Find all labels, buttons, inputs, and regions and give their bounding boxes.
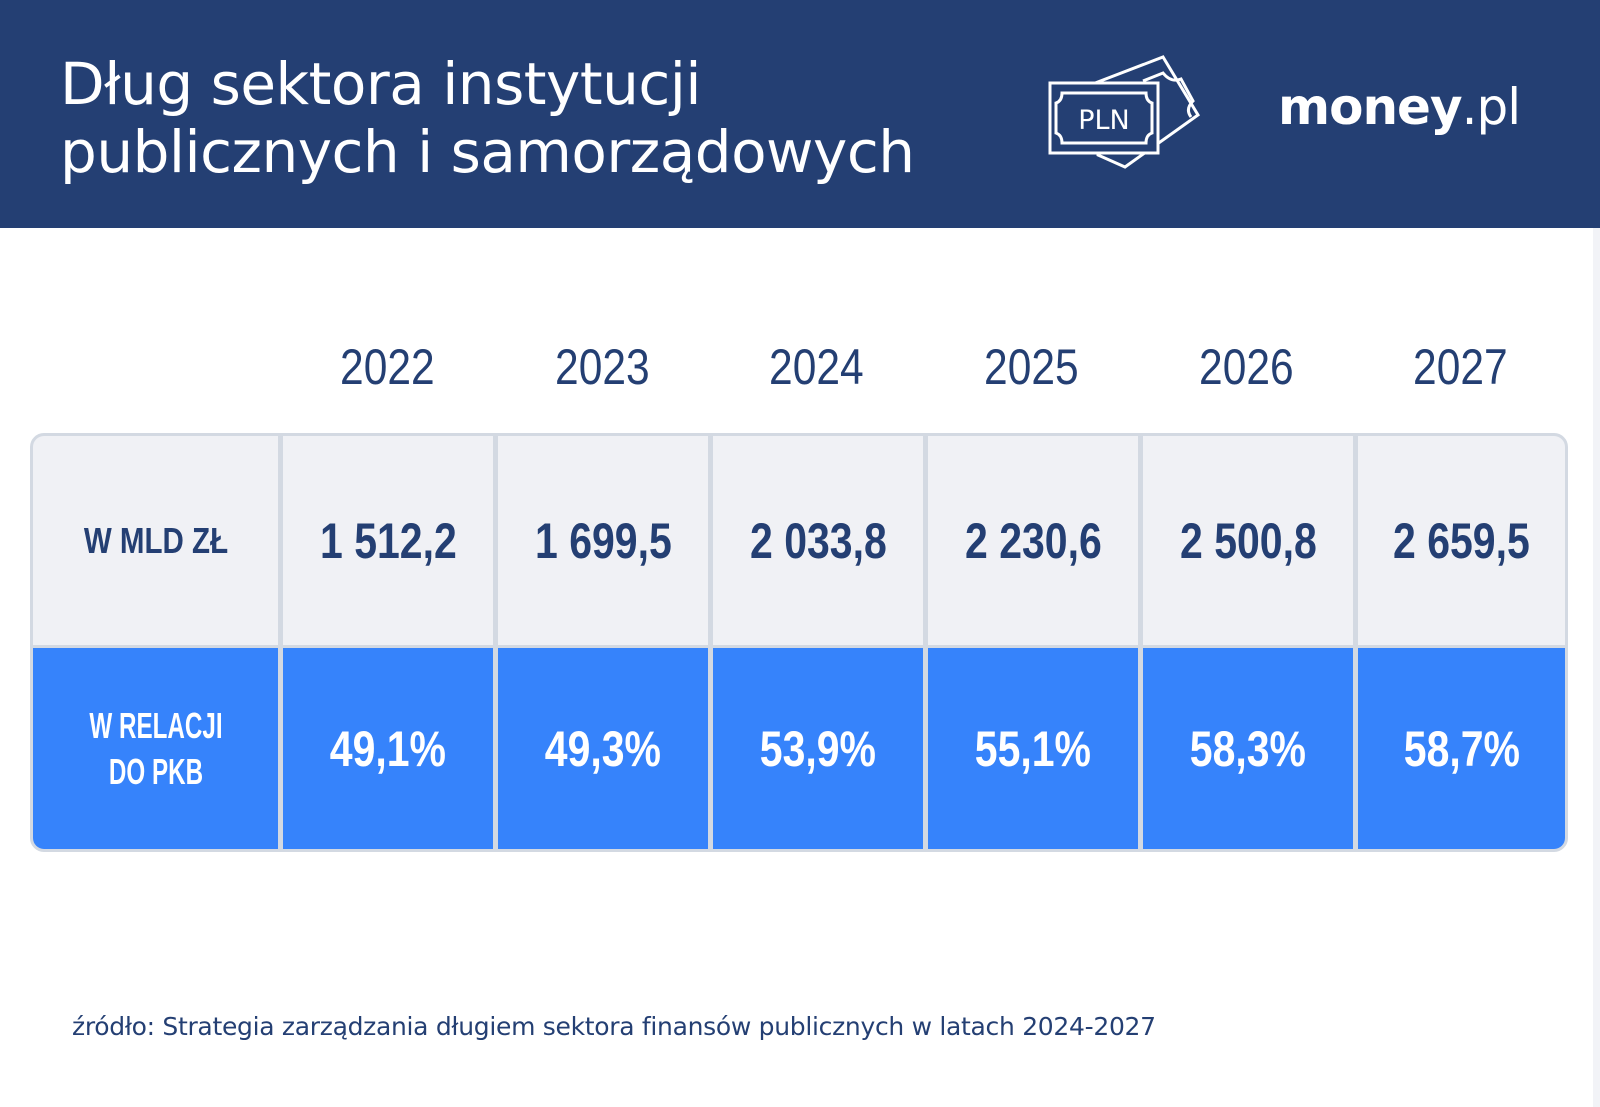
header: Dług sektora instytucji publicznych i sa…: [0, 0, 1600, 228]
svg-text:PLN: PLN: [1078, 105, 1130, 136]
table-cell: 1 512,2: [283, 436, 493, 645]
table-cell: 49,1%: [283, 648, 493, 849]
table-cell: 58,7%: [1358, 648, 1565, 849]
table-row-gdp-ratio: W RELACJI DO PKB 49,1% 49,3% 53,9% 55,1% …: [33, 648, 1565, 849]
table-cell: 2 659,5: [1358, 436, 1565, 645]
table-cell: 58,3%: [1143, 648, 1353, 849]
money-pl-logo: money.pl: [1278, 78, 1521, 136]
right-edge-strip: [1593, 228, 1600, 1107]
page-title: Dług sektora instytucji publicznych i sa…: [60, 50, 915, 186]
source-note: źródło: Strategia zarządzania długiem se…: [72, 1012, 1156, 1041]
debt-table: W MLD ZŁ 1 512,2 1 699,5 2 033,8 2 230,6…: [30, 433, 1568, 852]
year-headers: 2022 2023 2024 2025 2026 2027: [280, 338, 1568, 396]
year-header: 2024: [769, 339, 864, 395]
banknote-icon: PLN: [1048, 55, 1201, 169]
table-cell: 1 699,5: [498, 436, 708, 645]
table-cell: 2 230,6: [928, 436, 1138, 645]
table-cell: 2 500,8: [1143, 436, 1353, 645]
year-header: 2023: [554, 339, 650, 395]
table-cell: 55,1%: [928, 648, 1138, 849]
year-header: 2022: [340, 339, 435, 395]
table-cell: 49,3%: [498, 648, 708, 849]
row-label: W RELACJI DO PKB: [33, 648, 278, 849]
year-header: 2025: [984, 339, 1079, 395]
year-header: 2027: [1413, 339, 1508, 395]
table-cell: 53,9%: [713, 648, 923, 849]
year-header: 2026: [1198, 339, 1294, 395]
title-line: Dług sektora instytucji: [60, 50, 701, 118]
title-line: publicznych i samorządowych: [60, 118, 915, 186]
row-label: W MLD ZŁ: [33, 436, 278, 645]
table-cell: 2 033,8: [713, 436, 923, 645]
table-row-billion-pln: W MLD ZŁ 1 512,2 1 699,5 2 033,8 2 230,6…: [33, 436, 1565, 645]
